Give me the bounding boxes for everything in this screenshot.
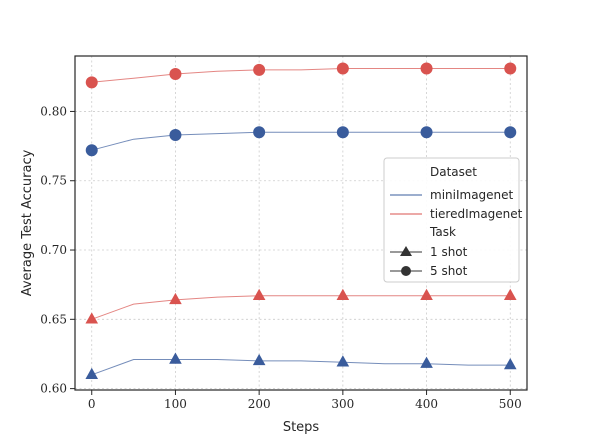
data-point-miniimagenet-5-shot (420, 126, 433, 139)
series-line-miniimagenet-5-shot (91, 131, 511, 151)
data-point-tieredimagenet-1-shot (420, 288, 433, 300)
data-point-tieredimagenet-1-shot (252, 288, 266, 300)
series-line-tieredimagenet-1-shot (91, 295, 511, 320)
data-point-miniimagenet-1-shot (252, 353, 266, 366)
data-point-tieredimagenet-5-shot (504, 62, 517, 75)
x-tick-label: 200 (248, 397, 271, 411)
data-point-miniimagenet-5-shot (169, 128, 182, 141)
series-line-miniimagenet-1-shot (91, 359, 511, 376)
data-point-miniimagenet-5-shot (253, 126, 266, 139)
data-point-tieredimagenet-1-shot (85, 312, 99, 324)
y-axis-label: Average Test Accuracy (20, 149, 35, 296)
x-tick-label: 0 (88, 397, 96, 411)
x-tick-label: 400 (415, 397, 438, 411)
x-tick-label: 300 (331, 397, 354, 411)
legend-title-task: Task (429, 225, 456, 239)
y-tick-label: 0.60 (40, 382, 67, 396)
y-tick-label: 0.80 (40, 104, 67, 118)
data-point-tieredimagenet-5-shot (420, 62, 433, 75)
legend-label-tieredimagenet: tieredImagenet (430, 207, 523, 221)
legend: Dataset miniImagenet tieredImagenet Task… (383, 157, 523, 283)
data-point-miniimagenet-1-shot (336, 355, 350, 367)
data-point-tieredimagenet-1-shot (336, 288, 350, 300)
x-tick-label: 100 (164, 397, 187, 411)
series-group (85, 62, 517, 379)
data-point-miniimagenet-5-shot (336, 126, 349, 139)
data-point-miniimagenet-1-shot (503, 358, 517, 370)
plot-frame (74, 55, 528, 391)
data-point-tieredimagenet-1-shot (169, 292, 182, 305)
data-point-tieredimagenet-5-shot (253, 63, 266, 76)
data-point-miniimagenet-1-shot (420, 356, 433, 368)
y-tick-label: 0.65 (40, 312, 67, 326)
legend-title-dataset: Dataset (430, 165, 477, 179)
data-point-miniimagenet-5-shot (85, 144, 98, 157)
legend-label-miniimagenet: miniImagenet (430, 188, 514, 202)
y-tick-label: 0.70 (40, 243, 67, 257)
legend-box (383, 157, 520, 283)
legend-label-1-shot: 1 shot (430, 245, 468, 259)
x-axis-label: Steps (283, 420, 320, 435)
data-point-tieredimagenet-5-shot (336, 62, 349, 75)
x-tick-label: 500 (499, 397, 522, 411)
data-point-miniimagenet-5-shot (504, 126, 517, 139)
series-line-tieredimagenet-5-shot (91, 68, 511, 83)
legend-label-5-shot: 5 shot (430, 264, 468, 278)
data-point-miniimagenet-1-shot (85, 367, 99, 379)
circle-marker-icon (401, 266, 411, 276)
data-point-miniimagenet-1-shot (169, 352, 182, 364)
data-point-tieredimagenet-5-shot (85, 76, 98, 89)
data-point-tieredimagenet-5-shot (169, 68, 182, 81)
axis-ticks: 0 100 200 300 400 500 0.60 0.65 0.70 0.75 0.80 (40, 104, 521, 411)
triangle-marker-icon (400, 246, 412, 256)
data-point-tieredimagenet-1-shot (503, 288, 517, 300)
y-tick-label: 0.75 (40, 174, 67, 188)
